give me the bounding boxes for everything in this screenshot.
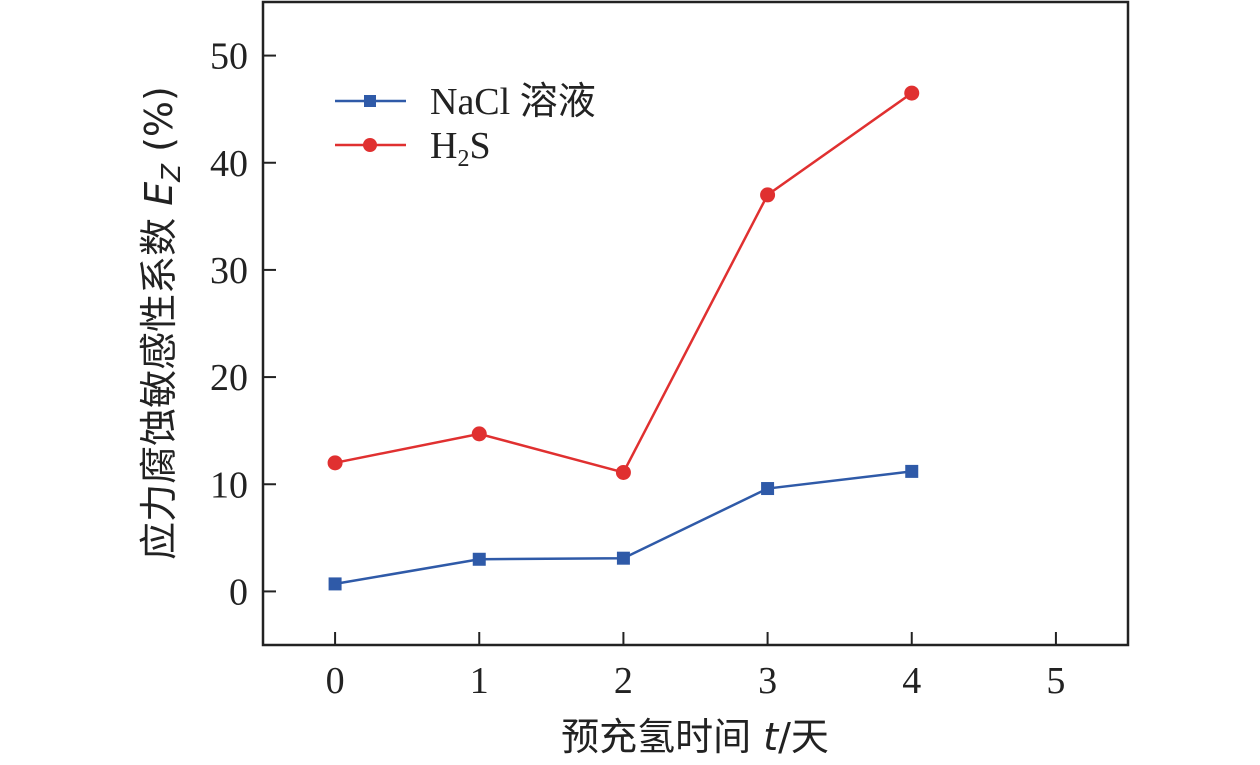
plot-frame bbox=[261, 0, 1130, 647]
legend-label-h2s: H2S bbox=[430, 125, 491, 172]
y-tick-label: 40 bbox=[210, 143, 248, 185]
data-point bbox=[615, 464, 631, 480]
y-axis-var: E bbox=[137, 182, 181, 206]
series-line-0 bbox=[334, 470, 912, 586]
y-axis-title: 应力腐蚀敏感性系数 EZ (%) bbox=[137, 86, 187, 560]
x-axis: 0 1 2 3 4 5 bbox=[326, 632, 1065, 702]
data-point bbox=[472, 552, 486, 566]
y-axis: 0 10 20 30 40 50 bbox=[210, 36, 276, 613]
y-axis-var-sub: Z bbox=[157, 163, 187, 183]
x-tick-label: 0 bbox=[326, 660, 345, 702]
y-tick-label: 0 bbox=[229, 571, 248, 613]
x-axis-var: t bbox=[763, 715, 780, 759]
series-line-1 bbox=[334, 92, 913, 474]
y-tick-label: 30 bbox=[210, 250, 248, 292]
x-tick-label: 4 bbox=[902, 660, 921, 702]
y-tick-label: 50 bbox=[210, 36, 248, 78]
data-point bbox=[761, 482, 775, 496]
y-axis-unit: (%) bbox=[137, 86, 181, 164]
series-layer bbox=[327, 85, 920, 591]
x-tick-label: 1 bbox=[470, 660, 489, 702]
legend: NaCl 溶液 H2S bbox=[335, 81, 596, 172]
data-point bbox=[905, 464, 919, 478]
data-point bbox=[328, 577, 342, 591]
data-point bbox=[760, 187, 776, 203]
legend-marker-nacl bbox=[364, 95, 376, 107]
data-point bbox=[471, 426, 487, 442]
legend-label-h2s-sub: 2 bbox=[457, 146, 469, 172]
x-tick-label: 5 bbox=[1046, 660, 1065, 702]
data-point bbox=[616, 551, 630, 565]
legend-label-h2s-tail: S bbox=[469, 125, 490, 167]
legend-label-nacl: NaCl 溶液 bbox=[430, 81, 596, 123]
x-tick-label: 2 bbox=[614, 660, 633, 702]
legend-marker-h2s bbox=[363, 138, 377, 152]
y-tick-label: 20 bbox=[210, 357, 248, 399]
data-point bbox=[904, 85, 920, 101]
x-axis-title: 预充氢时间 t/天 bbox=[561, 715, 829, 759]
y-tick-label: 10 bbox=[210, 464, 248, 506]
x-tick-label: 3 bbox=[758, 660, 777, 702]
data-point bbox=[327, 455, 343, 471]
